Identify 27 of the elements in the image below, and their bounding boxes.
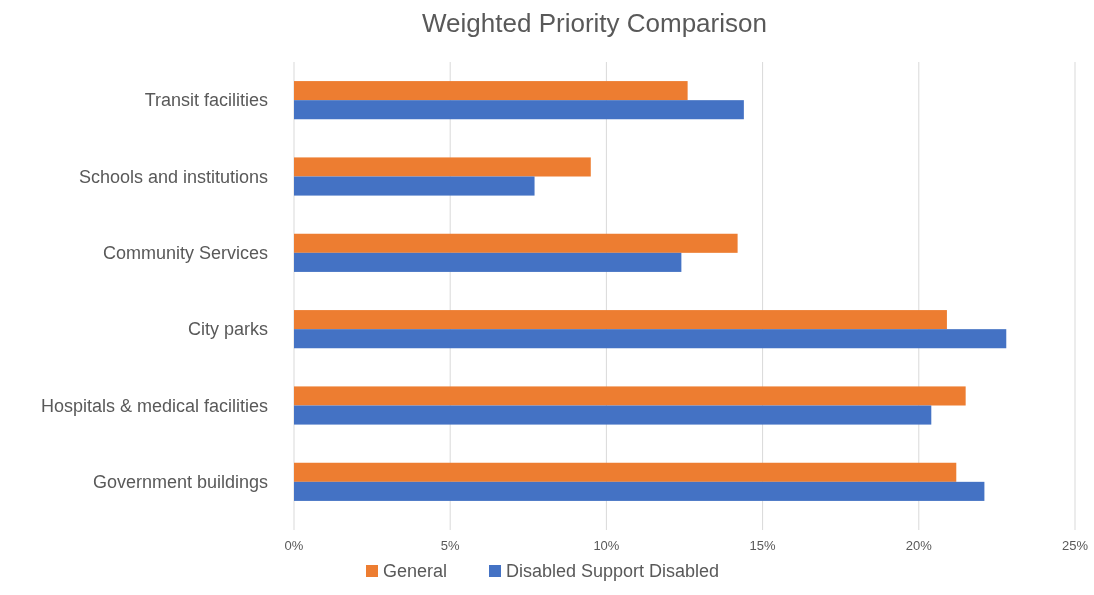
bar bbox=[294, 481, 985, 501]
x-tick-label: 0% bbox=[284, 538, 304, 553]
y-tick-label: Government buildings bbox=[92, 471, 268, 492]
x-tick-label: 15% bbox=[749, 538, 777, 553]
bar bbox=[294, 310, 947, 330]
bar bbox=[294, 157, 591, 177]
legend-label: Disabled Support Disabled bbox=[506, 561, 720, 581]
legend-label: General bbox=[383, 561, 448, 581]
y-tick-label: Hospitals & medical facilities bbox=[40, 395, 268, 416]
x-tick-label: 5% bbox=[440, 538, 461, 553]
bar bbox=[294, 233, 738, 253]
y-tick-label: Community Services bbox=[102, 242, 268, 263]
bar bbox=[294, 462, 957, 482]
x-tick-label: 10% bbox=[593, 538, 620, 553]
x-tick-label: 25% bbox=[1061, 538, 1089, 553]
bar bbox=[294, 386, 966, 406]
bar bbox=[294, 252, 682, 272]
chart-title: Weighted Priority Comparison bbox=[422, 8, 767, 38]
bar bbox=[294, 405, 932, 425]
bar bbox=[294, 81, 688, 101]
y-tick-label: City parks bbox=[187, 319, 268, 340]
x-tick-label: 20% bbox=[905, 538, 933, 553]
y-tick-label: Transit facilities bbox=[144, 90, 268, 111]
bar bbox=[294, 176, 535, 196]
bar bbox=[294, 329, 1007, 349]
y-tick-label: Schools and institutions bbox=[78, 166, 268, 187]
bar bbox=[294, 100, 744, 120]
